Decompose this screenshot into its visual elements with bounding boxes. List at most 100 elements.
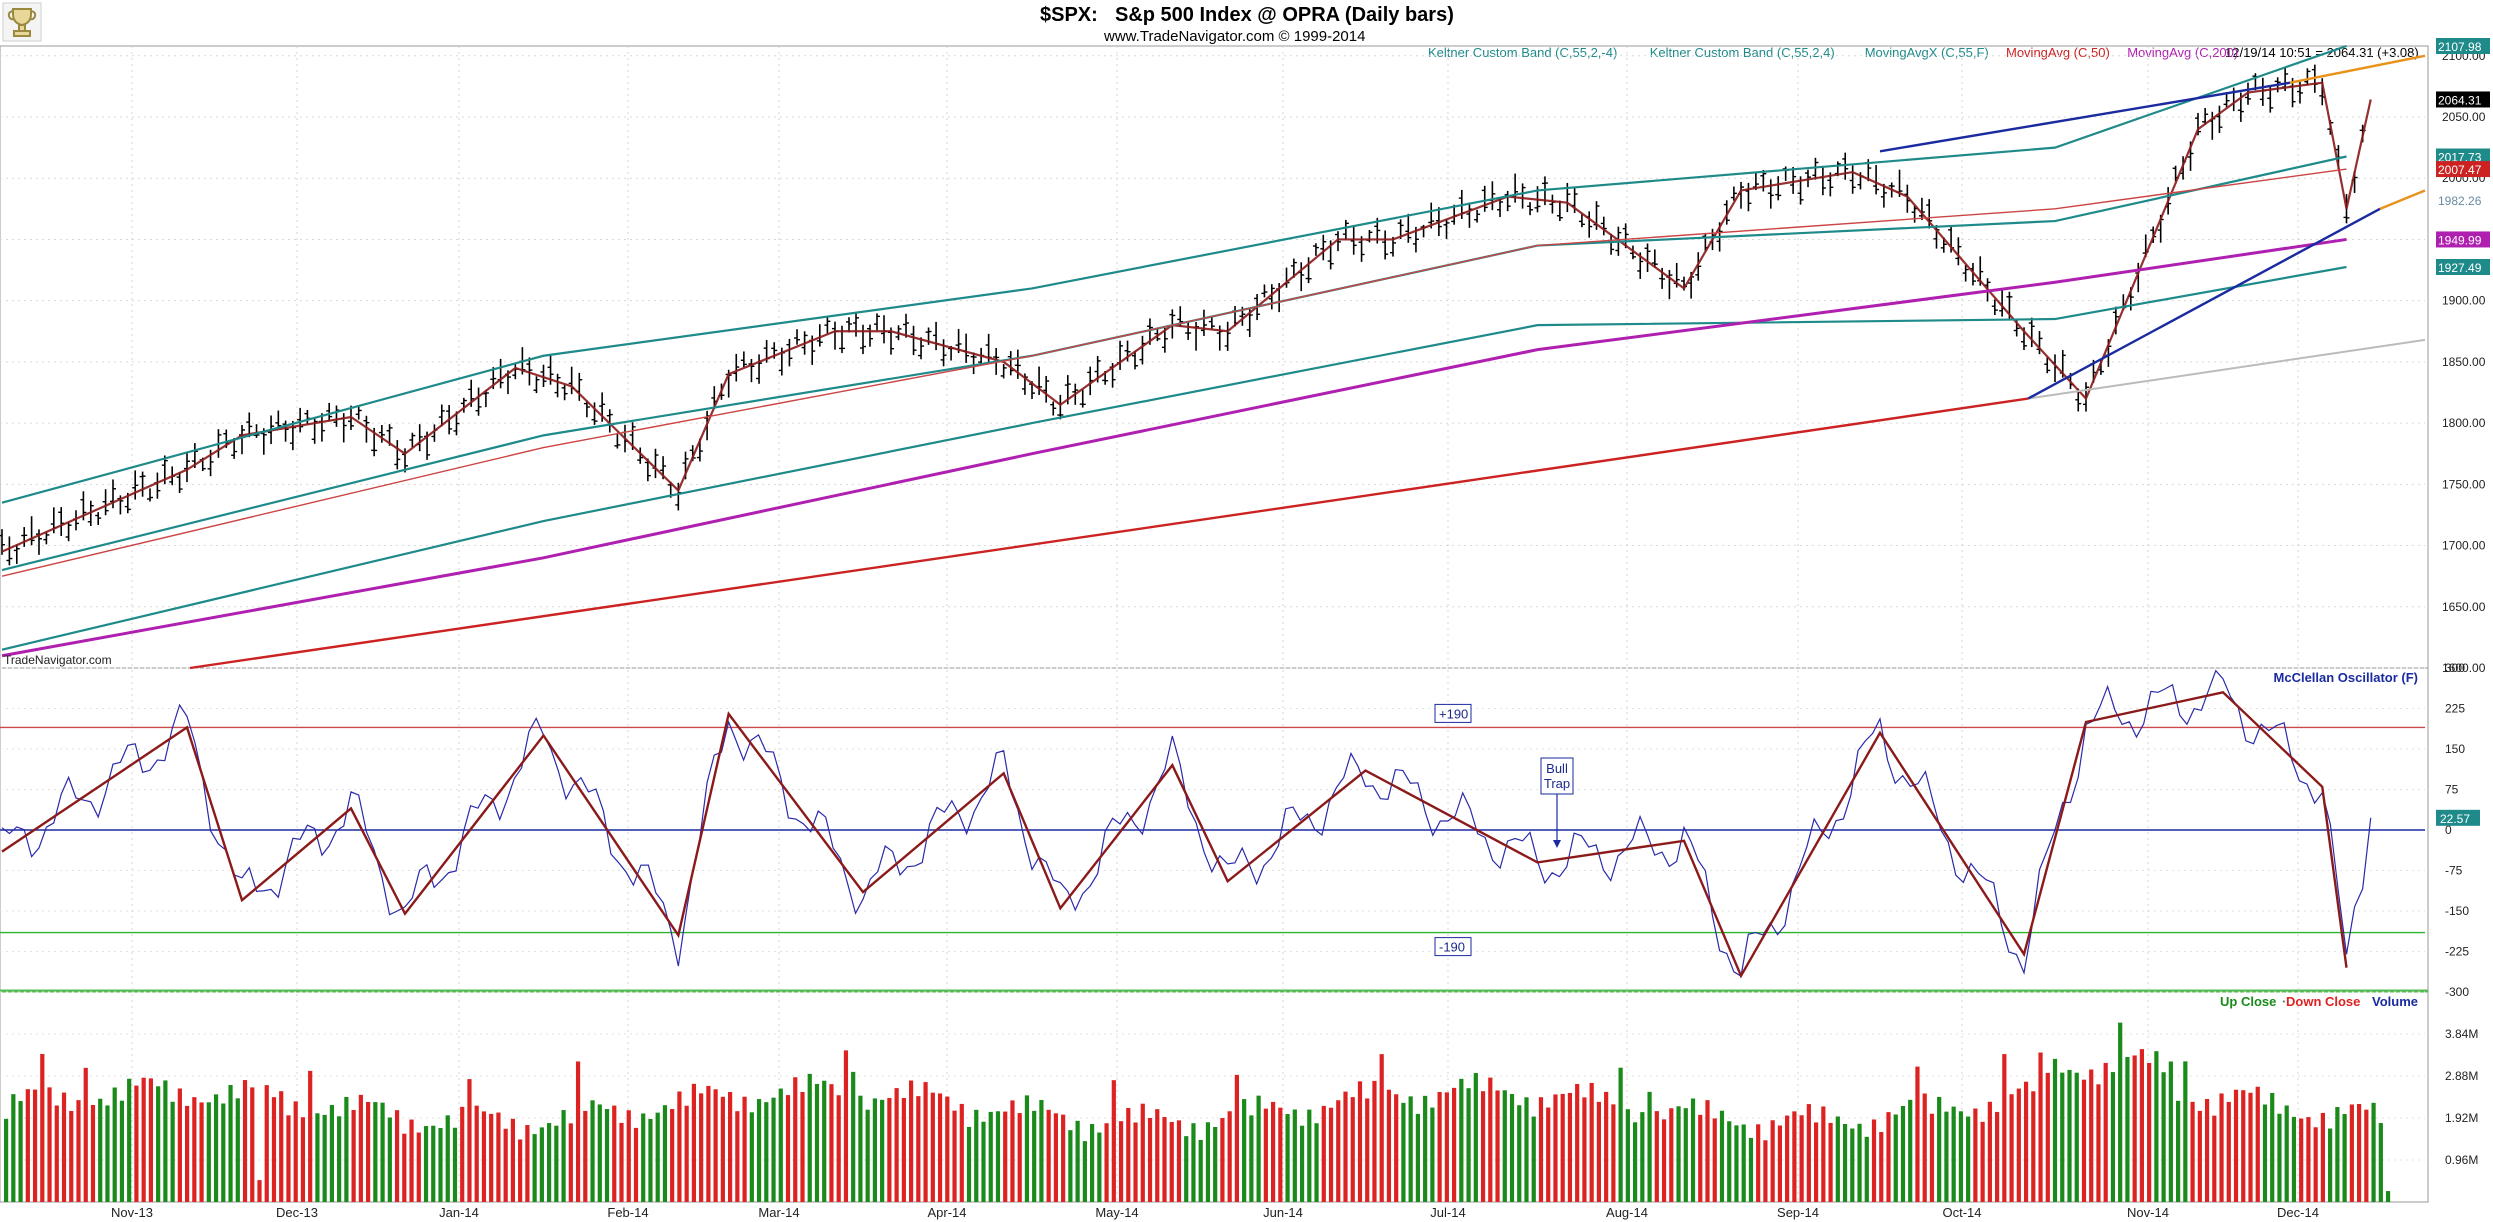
volume-bar-down (358, 1094, 363, 1202)
volume-bar-up (1039, 1099, 1044, 1202)
volume-bar-down (47, 1087, 52, 1202)
volume-bar-up (2125, 1057, 2130, 1202)
price-tag-label: 2017.73 (2438, 151, 2482, 165)
volume-bar-up (2335, 1107, 2340, 1202)
volume-tick-label: 2.88M (2445, 1069, 2478, 1083)
volume-bar-down (2190, 1101, 2195, 1202)
volume-bar-down (684, 1105, 689, 1202)
volume-bar-up (235, 1098, 240, 1202)
volume-bar-up (1466, 1088, 1471, 1202)
volume-bar-up (764, 1102, 769, 1202)
x-tick-label: Aug-14 (1606, 1205, 1648, 1220)
volume-bar-up (373, 1102, 378, 1202)
volume-bar-down (1061, 1114, 1066, 1202)
volume-bar-down (199, 1102, 204, 1202)
volume-bar-down (1488, 1077, 1493, 1202)
volume-tick-label: 3.84M (2445, 1027, 2478, 1041)
x-tick-label: Feb-14 (607, 1205, 648, 1220)
volume-bar-down (1987, 1101, 1992, 1202)
volume-bar-up (966, 1126, 972, 1202)
swing-zigzag-line (1, 81, 2372, 553)
volume-bar-down (416, 1132, 421, 1202)
price-tag-box (2436, 231, 2490, 248)
volume-bar-down (61, 1092, 67, 1202)
volume-bar-down (250, 1087, 255, 1202)
volume-bar-up (2270, 1092, 2275, 1202)
volume-bar-up (221, 1103, 226, 1202)
volume-bar-down (2204, 1099, 2210, 1202)
volume-bar-up (2161, 1072, 2166, 1202)
price-tag-label: 2007.47 (2438, 163, 2482, 177)
volume-bar-up (1285, 1114, 1290, 1202)
volume-bar-up (1024, 1095, 1030, 1202)
volume-bar-down (1777, 1125, 1782, 1202)
volume-bar-up (597, 1104, 602, 1202)
volume-bar-down (1596, 1101, 1601, 1202)
volume-bar-up (2110, 1072, 2116, 1202)
volume-bar-up (2371, 1102, 2376, 1202)
volume-bar-up (1082, 1141, 1087, 1202)
trendline-extension-gray (2027, 338, 2426, 400)
volume-bar-up (604, 1109, 610, 1202)
volume-bar-down (2139, 1049, 2144, 1202)
volume-bar-up (213, 1094, 219, 1202)
volume-bar-down (1661, 1119, 1667, 1202)
volume-bar-down (308, 1070, 313, 1202)
volume-bar-down (1705, 1100, 1710, 1202)
volume-bar-down (626, 1110, 631, 1202)
volume-bar-down (894, 1088, 899, 1202)
volume-bar-down (141, 1077, 146, 1202)
osc-tick-label: -150 (2445, 904, 2469, 918)
volume-bar-up (2118, 1022, 2123, 1202)
price-tag-label: 2107.98 (2438, 40, 2482, 54)
volume-bar-down (945, 1096, 950, 1202)
volume-bar-down (2147, 1063, 2152, 1202)
volume-bar-up (1198, 1139, 1203, 1202)
osc-value-tag (2436, 809, 2480, 826)
volume-bar-down (90, 1105, 96, 1202)
volume-bar-down (713, 1089, 718, 1202)
x-tick-label: Jul-14 (1430, 1205, 1465, 1220)
volume-bar-up (105, 1105, 110, 1202)
volume-bar-down (706, 1085, 711, 1202)
volume-bar-down (1995, 1111, 2000, 1202)
volume-bar-down (1140, 1103, 1145, 1202)
volume-bar-up (1850, 1128, 1855, 1202)
chart-symbol: $SPX: (1040, 4, 1098, 26)
volume-bar-down (742, 1096, 747, 1202)
volume-legend-up: Up Close (2220, 994, 2276, 1009)
volume-bar-up (590, 1100, 595, 1202)
volume-bar-down (409, 1119, 414, 1202)
volume-bar-down (40, 1053, 45, 1202)
volume-bar-up (2262, 1104, 2268, 1202)
volume-bar-down (2016, 1088, 2021, 1202)
price-tag-label: 1949.99 (2438, 233, 2482, 247)
volume-bar-down (192, 1097, 197, 1202)
volume-bar-down (2038, 1052, 2043, 1202)
volume-bar-up (1951, 1106, 1956, 1202)
x-tick-label: Oct-14 (1942, 1205, 1981, 1220)
volume-bar-down (785, 1095, 791, 1202)
volume-bar-down (1785, 1115, 1790, 1202)
volume-bar-up (561, 1110, 566, 1202)
volume-bar-down (1770, 1120, 1775, 1202)
volume-bar-up (2284, 1105, 2289, 1202)
volume-bar-down (843, 1050, 849, 1202)
volume-bar-up (2067, 1069, 2072, 1202)
volume-bar-down (394, 1110, 400, 1202)
volume-bar-up (387, 1117, 392, 1202)
mcclellan-line (1, 669, 2372, 978)
watermark: TradeNavigator.com (4, 653, 112, 667)
volume-bar-up (1090, 1124, 1095, 1202)
osc-tick-label: 150 (2445, 742, 2465, 756)
volume-bar-down (1604, 1091, 1609, 1202)
volume-bar-up (778, 1088, 783, 1202)
volume-bar-down (83, 1067, 88, 1202)
volume-bar-up (1633, 1122, 1638, 1202)
volume-bar-down (1343, 1091, 1348, 1202)
volume-bar-up (1242, 1099, 1247, 1202)
app-logo[interactable] (2, 2, 42, 42)
volume-legend-down: Down Close (2286, 994, 2360, 1009)
